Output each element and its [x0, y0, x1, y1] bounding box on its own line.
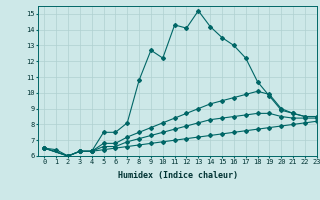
X-axis label: Humidex (Indice chaleur): Humidex (Indice chaleur)	[118, 171, 238, 180]
